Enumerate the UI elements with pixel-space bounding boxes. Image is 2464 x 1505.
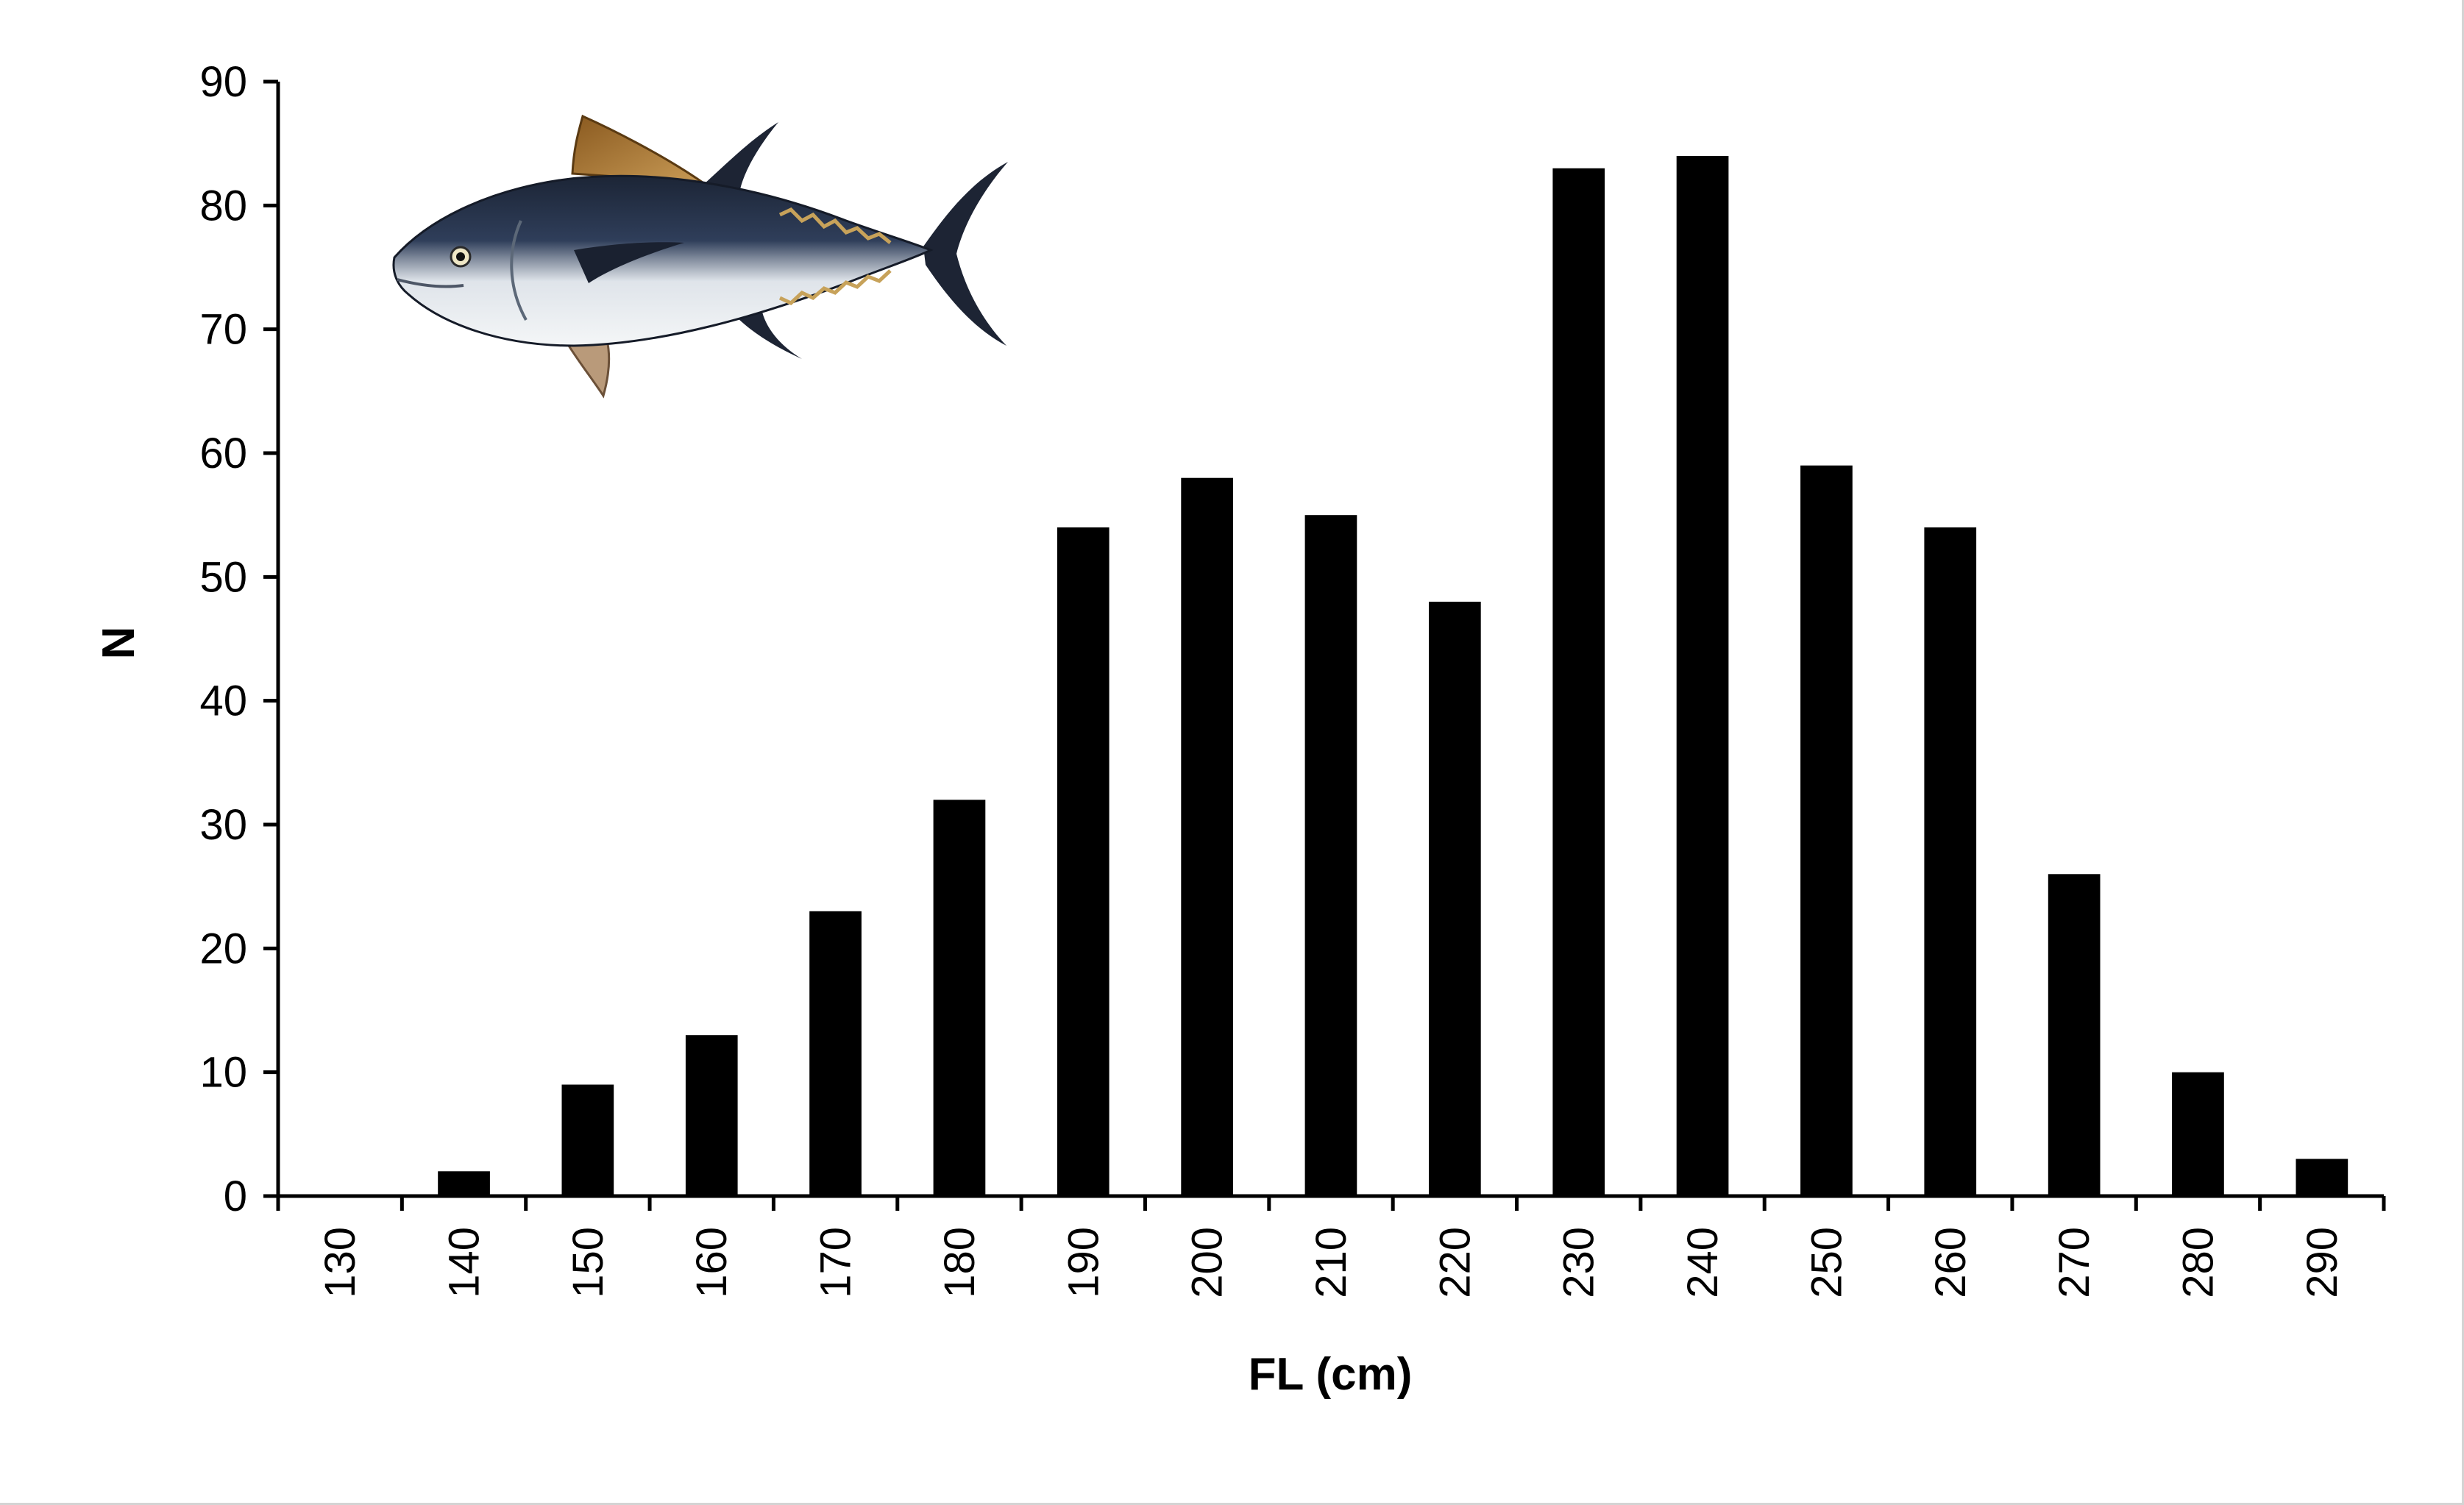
bar-200 (1181, 477, 1233, 1196)
x-tick-label: 230 (1555, 1227, 1603, 1298)
bar-290 (2296, 1159, 2348, 1196)
bar-260 (1924, 527, 1977, 1196)
y-tick-label: 50 (199, 553, 247, 601)
bar-150 (561, 1084, 614, 1196)
bluefin-tuna-illustration (392, 114, 1008, 399)
bar-220 (1429, 602, 1481, 1196)
y-tick-label: 10 (199, 1049, 247, 1097)
y-tick-label: 40 (199, 677, 247, 725)
bar-180 (933, 800, 986, 1196)
x-axis-title: FL (cm) (1249, 1349, 1413, 1400)
x-tick-label: 290 (2298, 1227, 2346, 1298)
x-tick-label: 200 (1184, 1227, 1232, 1298)
bar-280 (2172, 1072, 2224, 1196)
bar-170 (809, 911, 862, 1196)
y-tick-label: 60 (199, 430, 247, 477)
y-tick-label: 0 (224, 1173, 247, 1220)
y-axis-title: N (93, 627, 144, 660)
y-tick-label: 30 (199, 801, 247, 849)
bar-270 (2048, 874, 2101, 1196)
x-tick-label: 150 (564, 1227, 612, 1298)
y-tick-label: 90 (199, 58, 247, 106)
bar-190 (1057, 527, 1109, 1196)
x-tick-label: 140 (441, 1227, 489, 1298)
x-tick-label: 210 (1307, 1227, 1355, 1298)
bar-250 (1800, 465, 1853, 1196)
x-tick-label: 180 (936, 1227, 984, 1298)
x-tick-label: 250 (1803, 1227, 1850, 1298)
bar-140 (438, 1171, 490, 1196)
y-tick-label: 80 (199, 182, 247, 230)
bar-160 (685, 1035, 738, 1196)
x-tick-label: 220 (1431, 1227, 1479, 1298)
bar-230 (1552, 168, 1605, 1196)
x-tick-label: 270 (2051, 1227, 2098, 1298)
x-tick-label: 260 (1927, 1227, 1975, 1298)
bar-210 (1304, 515, 1357, 1196)
x-tick-label: 160 (688, 1227, 736, 1298)
x-tick-label: 170 (812, 1227, 860, 1298)
x-tick-label: 240 (1679, 1227, 1727, 1298)
x-tick-label: 190 (1059, 1227, 1107, 1298)
y-tick-label: 70 (199, 306, 247, 354)
bar-240 (1676, 156, 1729, 1196)
y-tick-label: 20 (199, 925, 247, 972)
x-tick-label: 280 (2175, 1227, 2223, 1298)
x-tick-label: 130 (316, 1227, 364, 1298)
